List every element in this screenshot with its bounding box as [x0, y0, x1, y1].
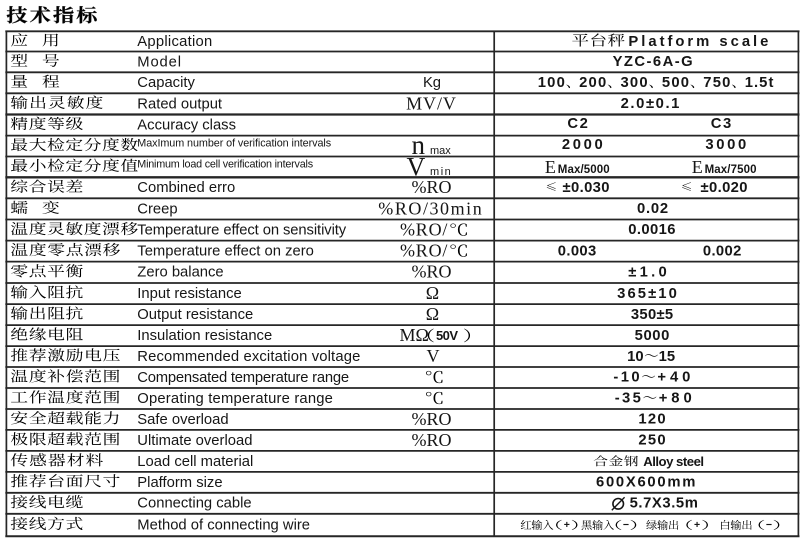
svg-text:50V: 50V: [436, 328, 458, 343]
svg-text:-10: -10: [613, 370, 639, 386]
svg-text:%RO/: %RO/: [400, 241, 448, 261]
svg-text:200: 200: [579, 75, 606, 91]
svg-text:Safe overload: Safe overload: [137, 412, 228, 428]
svg-text:+: +: [564, 519, 570, 531]
svg-text:−: −: [766, 519, 772, 531]
svg-text:Recommended excitation voltage: Recommended excitation voltage: [137, 349, 360, 365]
svg-text:2.0±0.1: 2.0±0.1: [621, 96, 680, 112]
svg-text:%RO/: %RO/: [400, 220, 448, 240]
svg-text:+40: +40: [657, 370, 690, 386]
svg-text:Ω: Ω: [426, 304, 439, 324]
svg-text:C3: C3: [711, 116, 732, 132]
svg-text:750: 750: [703, 75, 730, 91]
svg-text:Max/7500: Max/7500: [705, 164, 757, 176]
svg-text:+: +: [694, 519, 700, 531]
svg-text:0.003: 0.003: [558, 243, 597, 259]
svg-text:V: V: [407, 152, 426, 181]
svg-text:Minimum load cell verification: Minimum load cell verification intervals: [137, 158, 313, 170]
svg-text:max: max: [430, 145, 452, 157]
svg-text:250: 250: [638, 433, 665, 449]
svg-text:V: V: [427, 346, 440, 366]
svg-text:Ultimate overload: Ultimate overload: [137, 433, 252, 449]
svg-text:Connecting cable: Connecting cable: [137, 496, 251, 512]
svg-text:0.02: 0.02: [637, 201, 668, 217]
svg-text:C2: C2: [567, 116, 588, 132]
svg-text:Alloy steel: Alloy steel: [643, 454, 704, 469]
svg-text:Platform scale: Platform scale: [628, 34, 768, 50]
svg-text:Operating temperature range: Operating temperature range: [137, 391, 333, 407]
svg-text:350±5: 350±5: [631, 307, 673, 323]
svg-text:0.002: 0.002: [703, 243, 742, 259]
svg-text:1.5t: 1.5t: [745, 75, 774, 91]
svg-text:Output resistance: Output resistance: [137, 307, 253, 323]
svg-text:600X600mm: 600X600mm: [596, 475, 695, 491]
svg-text:n: n: [412, 130, 426, 160]
svg-text:10: 10: [627, 349, 643, 365]
svg-text:0.0016: 0.0016: [628, 222, 675, 238]
svg-text:Rated output: Rated output: [137, 96, 222, 112]
svg-text:%RO: %RO: [412, 177, 452, 197]
svg-text:Zero balance: Zero balance: [137, 265, 223, 281]
svg-text:±0.020: ±0.020: [701, 180, 748, 196]
svg-text:%RO: %RO: [412, 430, 452, 450]
svg-text:Method of connecting wire: Method of connecting wire: [137, 517, 310, 533]
svg-text:YZC-6A-G: YZC-6A-G: [613, 54, 693, 70]
svg-text:Creep: Creep: [137, 201, 177, 217]
svg-text:Model: Model: [137, 54, 181, 70]
svg-text:5.7X3.5m: 5.7X3.5m: [630, 496, 698, 512]
svg-text:%RO/30min: %RO/30min: [378, 198, 481, 218]
svg-text:Plafform size: Plafform size: [137, 475, 222, 491]
svg-text:+80: +80: [659, 391, 692, 407]
svg-text:Combined erro: Combined erro: [137, 180, 235, 196]
svg-text:±1.0: ±1.0: [628, 265, 667, 281]
svg-text:MΩ: MΩ: [400, 325, 429, 345]
svg-text:E: E: [692, 157, 703, 177]
svg-text:Temperature effect on sensitiv: Temperature effect on sensitivity: [137, 223, 346, 239]
svg-text:MaxImum number of verification: MaxImum number of verification intervals: [137, 138, 331, 150]
svg-text:Application: Application: [137, 34, 212, 50]
svg-text:5000: 5000: [635, 328, 670, 344]
svg-text:120: 120: [638, 412, 665, 428]
svg-text:Accuracy class: Accuracy class: [137, 117, 236, 133]
svg-text:−: −: [623, 519, 629, 531]
svg-text:Load cell material: Load cell material: [137, 454, 253, 470]
svg-text:±0.030: ±0.030: [563, 180, 610, 196]
svg-text:Insulation resistance: Insulation resistance: [137, 328, 272, 344]
svg-text:E: E: [545, 157, 556, 177]
svg-text:Kg: Kg: [423, 75, 441, 91]
svg-text:min: min: [430, 166, 452, 178]
svg-text:Capacity: Capacity: [137, 75, 195, 91]
svg-text:Ω: Ω: [426, 283, 439, 303]
svg-text:Input resistance: Input resistance: [137, 286, 241, 302]
svg-text:100: 100: [538, 75, 565, 91]
svg-text:15: 15: [659, 349, 675, 365]
svg-text:%RO: %RO: [412, 262, 452, 282]
svg-text:MV/V: MV/V: [406, 93, 456, 113]
svg-text:Max/5000: Max/5000: [558, 164, 610, 176]
svg-text:-35: -35: [615, 391, 641, 407]
svg-text:Temperature effect on zero: Temperature effect on zero: [137, 244, 314, 260]
svg-text:500: 500: [662, 75, 689, 91]
svg-text:300: 300: [621, 75, 648, 91]
svg-text:%RO: %RO: [412, 409, 452, 429]
svg-text:Compensated temperature range: Compensated temperature range: [137, 370, 349, 386]
